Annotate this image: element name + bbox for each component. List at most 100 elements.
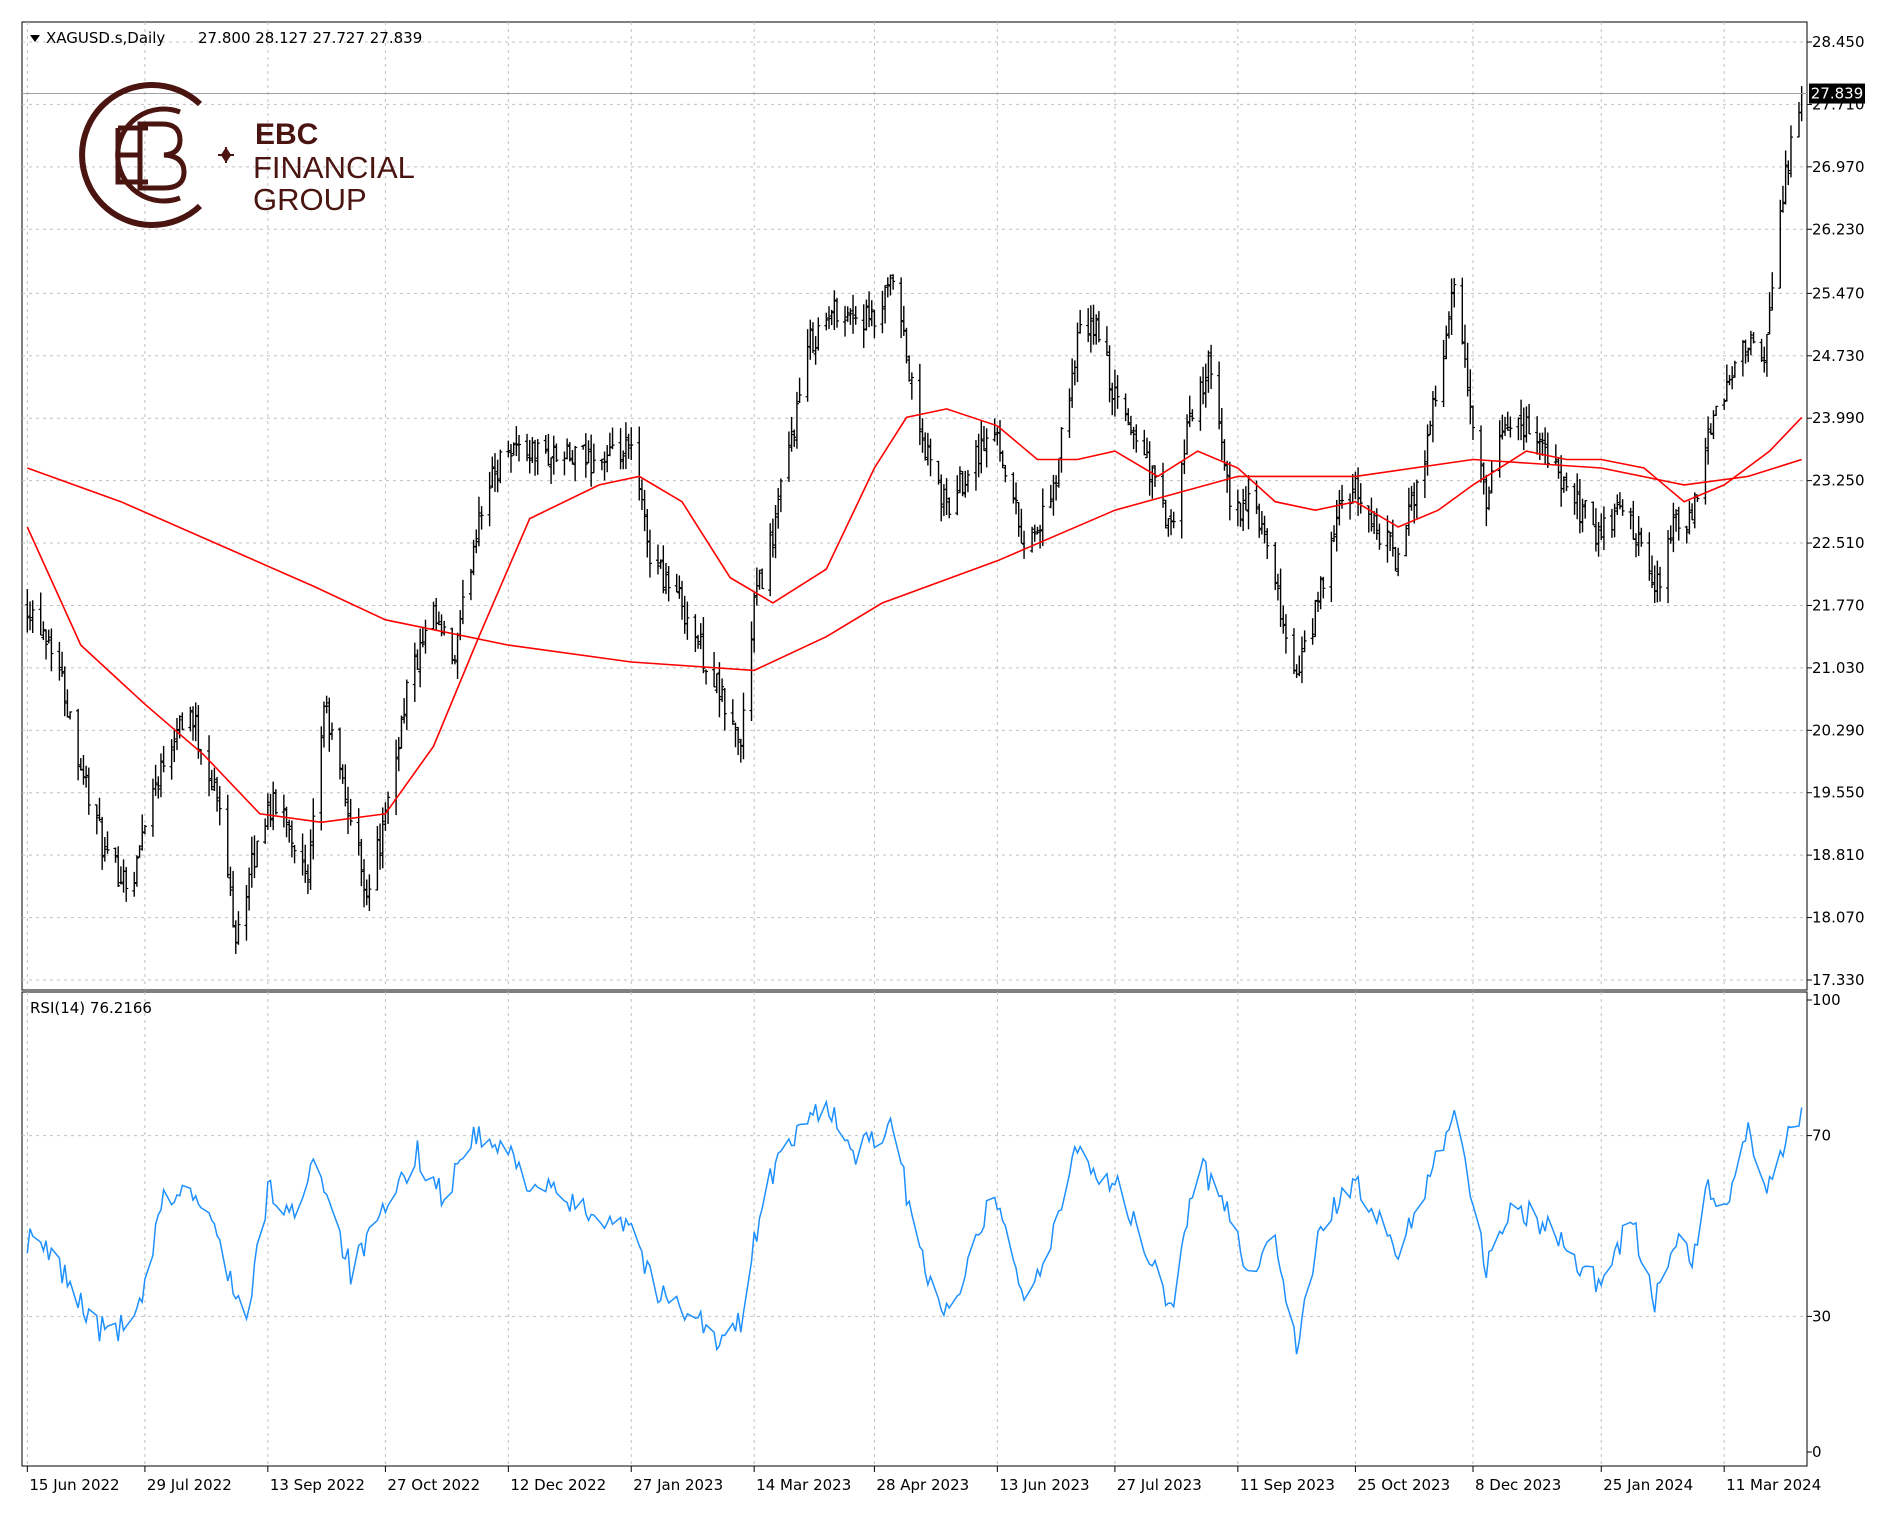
ohlc-bar xyxy=(113,847,118,863)
ohlc-bar xyxy=(1764,333,1769,377)
price-tick-label: 26.970 xyxy=(1812,158,1865,176)
ohlc-bar xyxy=(1687,500,1692,535)
ohlc-bar xyxy=(287,819,292,843)
ohlc-bar xyxy=(84,765,89,788)
ohlc-bar xyxy=(1179,461,1184,539)
ohlc-bar xyxy=(1647,532,1652,581)
ohlc-bar xyxy=(1235,489,1240,527)
ohlc-bar xyxy=(543,435,548,454)
ohlc-bar xyxy=(826,306,831,330)
ohlc-bar xyxy=(1091,304,1096,345)
moving-average-slow xyxy=(27,458,1802,672)
ohlc-bar xyxy=(209,769,214,791)
ohlc-bar xyxy=(1377,523,1382,550)
ohlc-bar xyxy=(1246,475,1251,530)
ohlc-bar xyxy=(1329,531,1334,603)
ohlc-bar xyxy=(1163,499,1168,529)
ohlc-bar xyxy=(1318,576,1323,610)
price-tick-label: 18.810 xyxy=(1812,846,1865,864)
ohlc-bar xyxy=(1465,342,1470,397)
logo-text-ebc: EBC xyxy=(255,118,318,151)
ohlc-bar xyxy=(1016,501,1021,537)
date-tick-label: 27 Jul 2023 xyxy=(1117,1476,1202,1494)
ohlc-bar xyxy=(1412,482,1417,524)
ohlc-bar xyxy=(1227,461,1232,521)
ohlc-bar xyxy=(663,563,668,595)
ohlc-bar xyxy=(1740,340,1745,377)
price-panel-frame xyxy=(21,21,1808,991)
ohlc-bar xyxy=(1650,555,1655,589)
date-tick-label: 27 Oct 2022 xyxy=(387,1476,480,1494)
ohlc-bar xyxy=(1767,292,1772,335)
ohlc-bar xyxy=(1500,414,1505,440)
ohlc-bar xyxy=(1780,185,1785,213)
ohlc-bar xyxy=(1601,506,1606,551)
dropdown-triangle-icon[interactable] xyxy=(30,35,40,42)
ohlc-bar xyxy=(1714,405,1719,416)
ohlc-bar xyxy=(1580,498,1585,533)
ohlc-bar xyxy=(215,776,220,812)
ohlc-bar xyxy=(1786,160,1791,186)
logo-ring-icon xyxy=(79,82,203,228)
ohlc-bar xyxy=(832,290,837,331)
ohlc-bar xyxy=(471,539,476,576)
date-tick-label: 12 Dec 2022 xyxy=(510,1476,606,1494)
ohlc-bar xyxy=(1243,486,1248,511)
ohlc-bar xyxy=(252,835,257,879)
ohlc-bar xyxy=(340,764,345,784)
ohlc-bar xyxy=(217,785,222,826)
ohlc-bar xyxy=(1107,345,1112,403)
ohlc-bar xyxy=(861,304,866,349)
ohlc-bar xyxy=(399,715,404,749)
ohlc-bar xyxy=(231,870,236,928)
ohlc-bar xyxy=(899,277,904,339)
ohlc-bar xyxy=(685,601,690,640)
ohlc-bar xyxy=(1350,473,1355,504)
ohlc-bar xyxy=(1094,314,1099,345)
ohlc-bar xyxy=(960,471,965,497)
ohlc-bar xyxy=(957,466,962,494)
ohlc-bar xyxy=(1658,566,1663,602)
ohlc-bar xyxy=(1283,614,1288,654)
ohlc-bar xyxy=(867,291,872,328)
ohlc-bar xyxy=(1142,429,1147,456)
ohlc-bar xyxy=(169,739,174,780)
ohlc-bar xyxy=(1537,432,1542,461)
ohlc-bar xyxy=(1788,125,1793,178)
ohlc-bar xyxy=(1521,407,1526,451)
ohlc-bar xyxy=(511,442,516,456)
ohlc-bar xyxy=(1086,308,1091,343)
ohlc-bar xyxy=(981,425,986,452)
ohlc-bar xyxy=(757,569,762,590)
ohlc-bar xyxy=(1315,591,1320,613)
ohlc-bar xyxy=(1631,500,1636,541)
ohlc-bar xyxy=(1674,509,1679,532)
ohlc-bar xyxy=(589,434,594,487)
ohlc-bar xyxy=(816,317,821,351)
ohlc-bar xyxy=(885,277,890,298)
ohlc-bar xyxy=(760,568,765,590)
ohlc-bar xyxy=(1462,324,1467,368)
ohlc-bar xyxy=(642,489,647,532)
ohlc-bar xyxy=(776,488,781,529)
symbol-label[interactable]: XAGUSD.s,Daily xyxy=(46,29,165,47)
ohlc-bar xyxy=(1385,515,1390,563)
ohlc-bar xyxy=(1201,366,1206,405)
ohlc-bar xyxy=(1633,533,1638,558)
ohlc-bar xyxy=(1444,325,1449,360)
ohlc-bar xyxy=(944,478,949,516)
ohlc-bar xyxy=(738,738,743,763)
date-tick-label: 28 Apr 2023 xyxy=(876,1476,969,1494)
ohlc-bar xyxy=(1748,330,1753,356)
ohlc-bar xyxy=(1478,425,1483,483)
ebc-logo: EBC FINANCIAL GROUP xyxy=(79,82,415,228)
price-tick-label: 25.470 xyxy=(1812,284,1865,302)
ohlc-bar xyxy=(1169,509,1174,536)
ohlc-bar xyxy=(1414,479,1419,519)
ohlc-bar xyxy=(1241,488,1246,531)
ohlc-bar xyxy=(468,568,473,601)
ohlc-bar xyxy=(549,457,554,484)
ohlc-bar xyxy=(786,431,791,482)
ohlc-bar xyxy=(698,623,703,650)
ohlc-bar xyxy=(1294,664,1299,679)
